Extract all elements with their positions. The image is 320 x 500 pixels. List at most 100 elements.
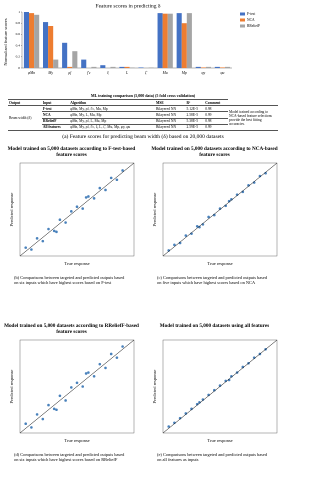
point — [115, 178, 119, 181]
panel-caption: (e) Comparisons between targeted and pre… — [157, 451, 268, 463]
point — [52, 407, 56, 411]
y-tick-label: 0 — [18, 66, 20, 70]
point — [41, 239, 45, 243]
point — [121, 169, 124, 172]
bar — [81, 59, 87, 68]
x-axis-label: True response — [64, 438, 89, 443]
table-body: Beam width (δ) F-test φMn, My, ρf, f′c, Mu… — [8, 105, 278, 131]
legend-swatch — [240, 12, 245, 16]
bar-chart: Feature scores in predicting δ Normalize… — [3, 3, 260, 75]
bar — [110, 66, 116, 68]
point — [64, 221, 67, 224]
point — [30, 248, 33, 251]
bar — [34, 14, 40, 69]
point — [84, 196, 88, 199]
bar — [214, 66, 220, 68]
bar — [176, 13, 182, 69]
table-title: ML training comparison (5,000 data) (5 f… — [90, 93, 196, 98]
x-tick-label: f′c — [87, 71, 91, 75]
legend-swatch — [240, 18, 245, 22]
bar — [124, 66, 130, 68]
x-tick-label: φy — [201, 71, 205, 75]
y-axis-label: Predicted response — [9, 193, 14, 227]
bar — [53, 59, 59, 68]
point — [64, 399, 67, 402]
point — [207, 215, 210, 219]
point — [30, 426, 33, 429]
point — [47, 227, 50, 231]
legend-swatch — [240, 24, 245, 28]
bar — [48, 26, 54, 68]
x-tick-label: φMn — [28, 71, 35, 75]
panel-caption: (c) Comparisons between targeted and pre… — [157, 274, 268, 286]
point — [24, 422, 28, 425]
scatter-chart: True response Predicted response — [152, 339, 278, 443]
input-cell: φMn, My, ρf, f′c, ξ, L, ζ′, Mu, Mp, φy, … — [69, 123, 155, 131]
caption: (a) Feature scores for predicting beam w… — [62, 133, 224, 140]
method-label: NCA — [42, 112, 51, 117]
point — [52, 229, 56, 233]
table-row: All features φMn, My, ρf, f′c, ξ, L, ζ′, … — [8, 123, 278, 131]
method-cell: All features — [41, 123, 70, 131]
figure: Feature scores in predicting δ Normalize… — [0, 3, 286, 498]
point — [92, 196, 96, 200]
point — [81, 385, 84, 388]
method-label: F-test — [42, 106, 52, 111]
table-header-cell: Output — [8, 98, 42, 107]
x-axis-label: True response — [64, 261, 89, 266]
plot-frame — [162, 162, 278, 257]
bar — [138, 67, 144, 68]
y-axis-label: Predicted response — [152, 370, 157, 404]
x-tick-label: L — [125, 71, 128, 75]
scatter-chart: True response Predicted response — [9, 162, 135, 266]
x-tick-label: Mu — [162, 71, 168, 75]
point — [55, 230, 58, 234]
panel-caption: (b) Comparisons between targeted and pre… — [14, 274, 125, 286]
plot-frame — [162, 339, 278, 434]
bar — [100, 65, 106, 68]
point — [75, 205, 79, 208]
method-label: All features — [42, 125, 61, 130]
panel-title: Model trained on 5,000 datasets using al… — [159, 322, 270, 329]
point — [70, 386, 73, 389]
point — [55, 408, 58, 411]
scatter-grid: Model trained on 5,000 datasets accordin… — [0, 144, 286, 498]
legend-label: RReliefF — [247, 24, 260, 28]
x-tick-label: My — [47, 71, 53, 75]
reference-line — [19, 162, 135, 257]
panel-caption: (d) Comparisons between targeted and pre… — [14, 451, 125, 463]
point — [81, 207, 84, 210]
point — [173, 243, 176, 247]
bar — [29, 13, 35, 69]
point — [35, 413, 39, 416]
y-axis-label: Predicted response — [9, 370, 14, 404]
method-label: RReliefF — [42, 119, 57, 124]
table-cell: 2.59E-5 — [185, 123, 205, 131]
bar — [219, 67, 225, 68]
table-cell: Bilayered NN — [155, 123, 186, 131]
panel: Model trained on 5,000 datasets accordin… — [0, 321, 143, 498]
panel: Model trained on 5,000 datasets using al… — [143, 321, 286, 498]
bar — [67, 66, 73, 68]
chart-title: Feature scores in predicting δ — [96, 3, 161, 9]
x-axis-label: True response — [207, 438, 232, 443]
point — [47, 403, 50, 407]
point — [35, 236, 39, 240]
plot-frame — [19, 162, 135, 257]
point — [167, 425, 170, 428]
x-tick-label: φu — [220, 71, 224, 75]
y-axis-label: Predicted response — [152, 193, 157, 227]
point — [109, 176, 113, 180]
point — [75, 381, 79, 385]
y-tick-label: 0.2 — [16, 55, 21, 59]
point — [98, 362, 102, 366]
bar — [167, 13, 173, 68]
point — [184, 234, 188, 237]
legend-label: F-test — [247, 12, 255, 16]
bar — [43, 22, 49, 68]
bar — [23, 12, 29, 68]
y-tick-label: 0.8 — [16, 21, 21, 25]
bar — [225, 66, 231, 68]
point — [92, 374, 96, 378]
panel: Model trained on 5,000 datasets accordin… — [0, 144, 143, 321]
